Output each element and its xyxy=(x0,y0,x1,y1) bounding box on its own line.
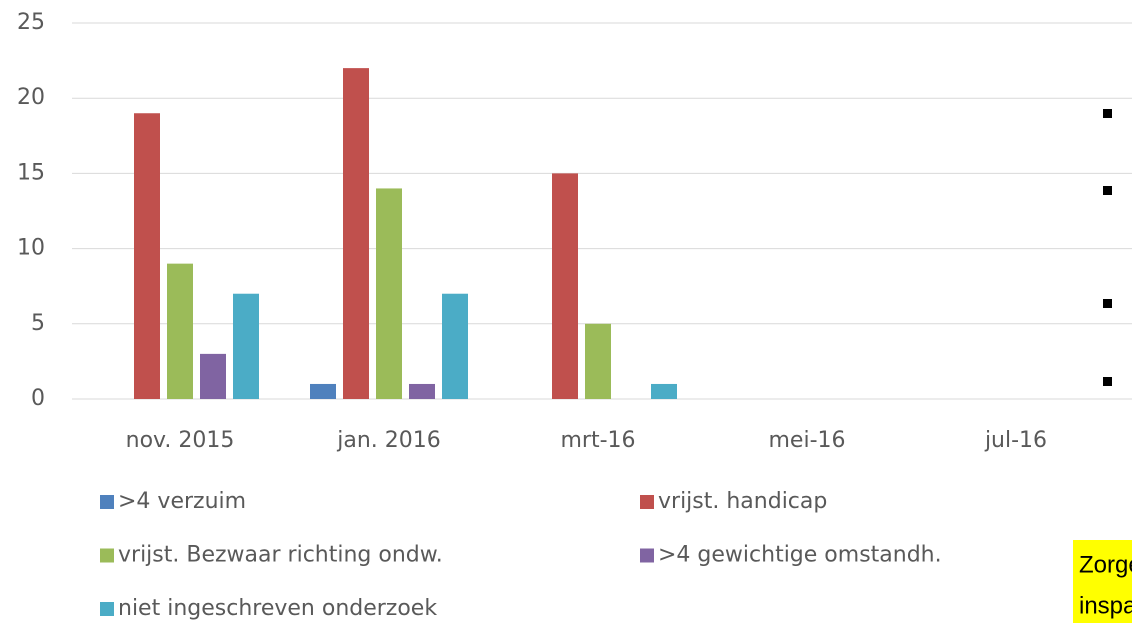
y-tick-label: 25 xyxy=(17,10,45,35)
bullet xyxy=(1103,109,1112,118)
bar xyxy=(585,323,611,399)
bar xyxy=(233,293,259,399)
legend-label: vrijst. Bezwaar richting ondw. xyxy=(118,543,443,568)
bullet xyxy=(1103,299,1112,308)
bullet xyxy=(1103,186,1112,195)
bar xyxy=(310,383,336,399)
bar xyxy=(552,173,578,399)
y-tick-label: 5 xyxy=(31,311,45,336)
x-tick-label: jul-16 xyxy=(984,428,1047,453)
x-tick-label: nov. 2015 xyxy=(126,428,235,453)
bar xyxy=(409,383,435,399)
bar xyxy=(167,263,193,399)
note-text: Zorge xyxy=(1079,551,1132,578)
bar xyxy=(442,293,468,399)
bar xyxy=(200,353,226,399)
bullet xyxy=(1103,377,1112,386)
legend-label: niet ingeschreven onderzoek xyxy=(118,596,437,621)
x-tick-label: mei-16 xyxy=(768,428,845,453)
legend-label: >4 verzuim xyxy=(118,489,246,514)
x-tick-label: mrt-16 xyxy=(560,428,635,453)
legend-swatch xyxy=(100,495,114,509)
legend-swatch xyxy=(640,548,654,563)
note-box xyxy=(1073,540,1132,623)
legend-swatch xyxy=(640,495,654,509)
y-tick-label: 15 xyxy=(17,160,45,185)
y-tick-label: 20 xyxy=(17,85,45,110)
legend-label: vrijst. handicap xyxy=(658,489,827,514)
legend-swatch xyxy=(100,548,114,563)
y-tick-label: 10 xyxy=(17,236,45,261)
legend-swatch xyxy=(100,602,114,616)
legend-label: >4 gewichtige omstandh. xyxy=(658,543,942,568)
note-text: inspar xyxy=(1079,592,1132,619)
bar xyxy=(134,113,160,400)
bar xyxy=(376,188,402,399)
bar xyxy=(651,383,677,399)
bullets xyxy=(1103,109,1112,386)
bar xyxy=(343,68,369,400)
y-tick-label: 0 xyxy=(31,386,45,411)
x-tick-label: jan. 2016 xyxy=(336,428,441,453)
